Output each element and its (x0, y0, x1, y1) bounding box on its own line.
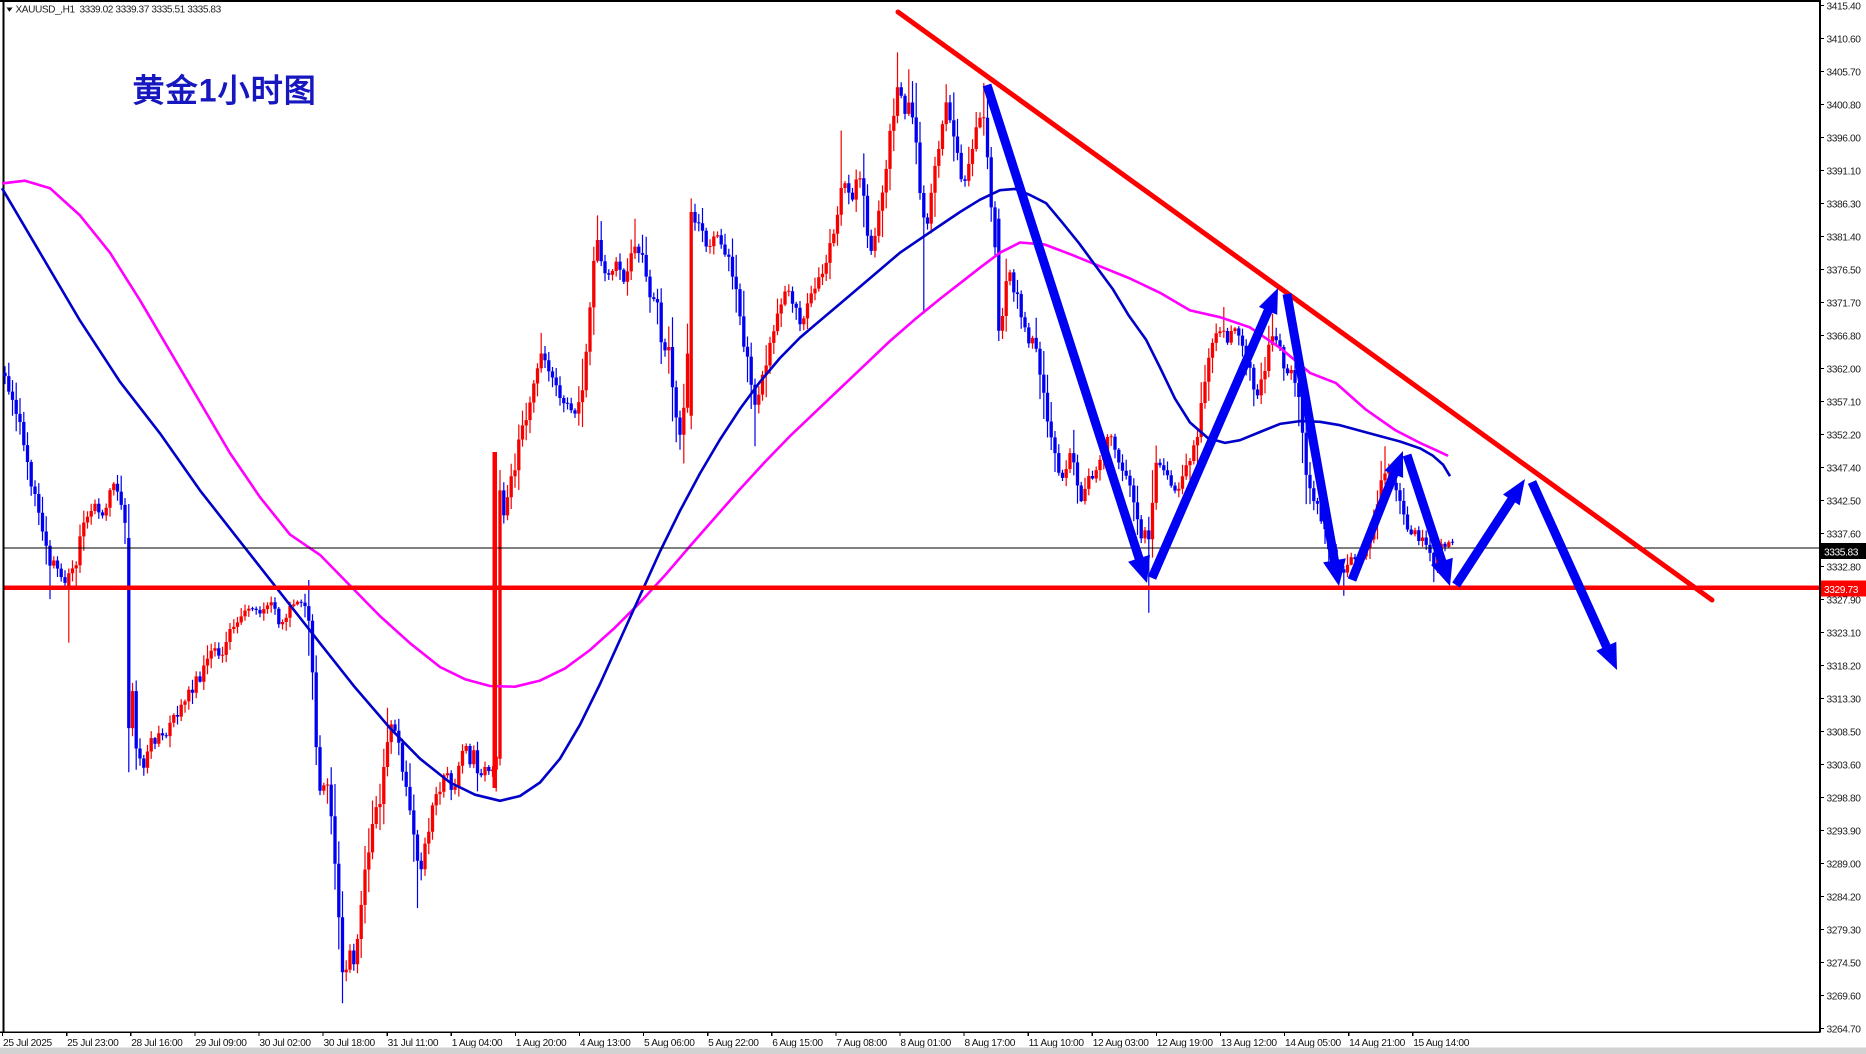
svg-text:3366.80: 3366.80 (1827, 331, 1862, 342)
svg-text:25 Jul 2025: 25 Jul 2025 (3, 1038, 53, 1049)
svg-text:5 Aug 22:00: 5 Aug 22:00 (708, 1038, 759, 1049)
svg-text:28 Jul 16:00: 28 Jul 16:00 (131, 1038, 183, 1049)
svg-text:14 Aug 05:00: 14 Aug 05:00 (1285, 1038, 1342, 1049)
svg-text:3274.50: 3274.50 (1827, 958, 1862, 969)
svg-text:31 Jul 11:00: 31 Jul 11:00 (388, 1038, 439, 1049)
svg-text:3318.20: 3318.20 (1827, 661, 1862, 672)
svg-text:3264.70: 3264.70 (1827, 1024, 1862, 1035)
svg-text:29 Jul 09:00: 29 Jul 09:00 (195, 1038, 247, 1049)
svg-text:3381.40: 3381.40 (1827, 232, 1862, 243)
svg-text:3269.60: 3269.60 (1827, 991, 1862, 1002)
svg-text:3279.30: 3279.30 (1827, 925, 1862, 936)
svg-text:11 Aug 10:00: 11 Aug 10:00 (1029, 1038, 1085, 1049)
svg-text:30 Jul 18:00: 30 Jul 18:00 (324, 1038, 376, 1049)
svg-text:3329.73: 3329.73 (1824, 585, 1859, 596)
svg-text:3303.60: 3303.60 (1827, 760, 1862, 771)
svg-text:25 Jul 23:00: 25 Jul 23:00 (67, 1038, 119, 1049)
svg-text:3327.90: 3327.90 (1827, 595, 1862, 606)
svg-text:3337.60: 3337.60 (1827, 529, 1862, 540)
svg-text:3342.50: 3342.50 (1827, 496, 1862, 507)
svg-text:5 Aug 06:00: 5 Aug 06:00 (644, 1038, 695, 1049)
svg-text:3332.80: 3332.80 (1827, 562, 1862, 573)
svg-text:14 Aug 21:00: 14 Aug 21:00 (1349, 1038, 1406, 1049)
svg-text:3298.80: 3298.80 (1827, 793, 1862, 804)
svg-text:3323.10: 3323.10 (1827, 628, 1862, 639)
svg-text:3396.00: 3396.00 (1827, 133, 1862, 144)
svg-text:3391.10: 3391.10 (1827, 166, 1862, 177)
svg-text:13 Aug 12:00: 13 Aug 12:00 (1221, 1038, 1278, 1049)
svg-text:3357.10: 3357.10 (1827, 397, 1862, 408)
svg-text:3289.00: 3289.00 (1827, 859, 1862, 870)
svg-text:3405.70: 3405.70 (1827, 67, 1862, 78)
svg-text:3415.40: 3415.40 (1827, 1, 1862, 12)
svg-text:1 Aug 04:00: 1 Aug 04:00 (452, 1038, 503, 1049)
svg-text:3335.83: 3335.83 (1824, 548, 1859, 559)
svg-text:3371.70: 3371.70 (1827, 298, 1862, 309)
svg-text:黄金1小时图: 黄金1小时图 (133, 73, 317, 109)
svg-text:3352.20: 3352.20 (1827, 430, 1862, 441)
svg-text:12 Aug 03:00: 12 Aug 03:00 (1093, 1038, 1150, 1049)
svg-text:XAUUSD_,H1 3339.02 3339.37 33: XAUUSD_,H1 3339.02 3339.37 3335.51 3335.… (16, 5, 222, 16)
svg-text:8 Aug 01:00: 8 Aug 01:00 (900, 1038, 951, 1049)
svg-text:3386.30: 3386.30 (1827, 199, 1862, 210)
svg-text:30 Jul 02:00: 30 Jul 02:00 (259, 1038, 311, 1049)
svg-text:3284.20: 3284.20 (1827, 892, 1862, 903)
svg-text:3347.40: 3347.40 (1827, 463, 1862, 474)
svg-text:1 Aug 20:00: 1 Aug 20:00 (516, 1038, 567, 1049)
svg-text:3293.90: 3293.90 (1827, 826, 1862, 837)
svg-text:3362.00: 3362.00 (1827, 364, 1862, 375)
svg-text:4 Aug 13:00: 4 Aug 13:00 (580, 1038, 631, 1049)
svg-text:3376.50: 3376.50 (1827, 265, 1862, 276)
svg-text:3400.80: 3400.80 (1827, 100, 1862, 111)
svg-text:8 Aug 17:00: 8 Aug 17:00 (965, 1038, 1016, 1049)
svg-text:3308.50: 3308.50 (1827, 727, 1862, 738)
svg-text:6 Aug 15:00: 6 Aug 15:00 (772, 1038, 823, 1049)
svg-text:12 Aug 19:00: 12 Aug 19:00 (1157, 1038, 1214, 1049)
svg-text:3410.60: 3410.60 (1827, 34, 1862, 45)
svg-text:15 Aug 14:00: 15 Aug 14:00 (1413, 1038, 1470, 1049)
svg-text:7 Aug 08:00: 7 Aug 08:00 (836, 1038, 887, 1049)
svg-text:3313.30: 3313.30 (1827, 694, 1862, 705)
